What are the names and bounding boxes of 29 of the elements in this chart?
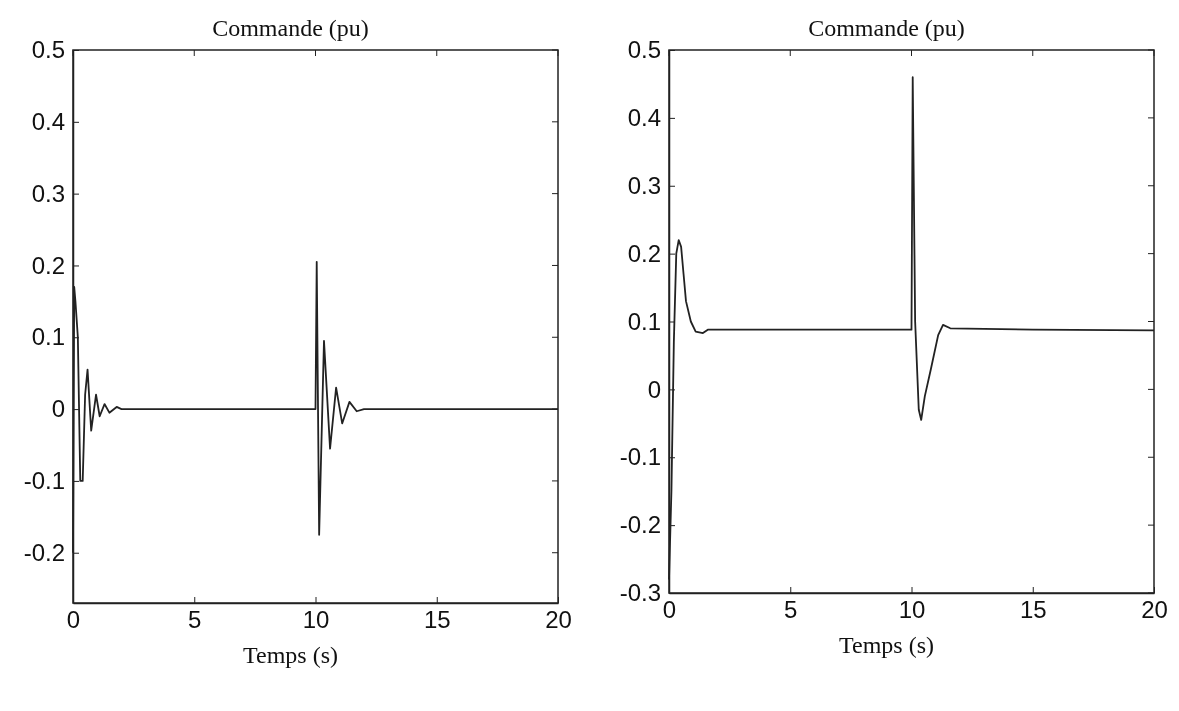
x-axis-title: Temps (s) [839, 632, 934, 658]
chart-title: Commande (pu) [808, 15, 965, 41]
y-tick-label: 0.3 [627, 171, 661, 199]
y-tick-label: -0.1 [619, 443, 661, 471]
y-tick-label: -0.3 [619, 579, 661, 607]
y-tick-label: 0.2 [627, 239, 661, 267]
x-tick-label: 5 [784, 596, 798, 624]
y-tick-label: 0.1 [31, 323, 65, 351]
x-tick-label: 15 [423, 606, 451, 634]
y-tick-label: -0.1 [23, 467, 65, 495]
x-tick-label: 5 [188, 606, 202, 634]
y-tick-label: 0.2 [31, 251, 65, 279]
y-tick-label: 0.4 [627, 104, 661, 132]
x-tick-label: 20 [1141, 596, 1168, 624]
y-tick-label: 0.4 [31, 108, 65, 135]
x-tick-label: 15 [1019, 596, 1047, 624]
x-tick-label: 20 [545, 606, 572, 634]
x-tick-label: 10 [302, 606, 330, 634]
chart-title: Commande (pu) [212, 15, 369, 41]
y-tick-label: -0.2 [23, 538, 65, 566]
y-tick-label: 0 [51, 395, 65, 423]
y-tick-label: -0.2 [619, 511, 661, 539]
y-tick-label: 0.1 [627, 307, 661, 335]
y-tick-label: 0 [647, 375, 661, 403]
y-tick-label: 0.5 [31, 36, 65, 64]
x-axis-title: Temps (s) [243, 642, 338, 668]
x-tick-label: 10 [898, 596, 926, 624]
y-tick-label: 0.3 [31, 179, 65, 207]
y-tick-label: 0.5 [627, 36, 661, 64]
